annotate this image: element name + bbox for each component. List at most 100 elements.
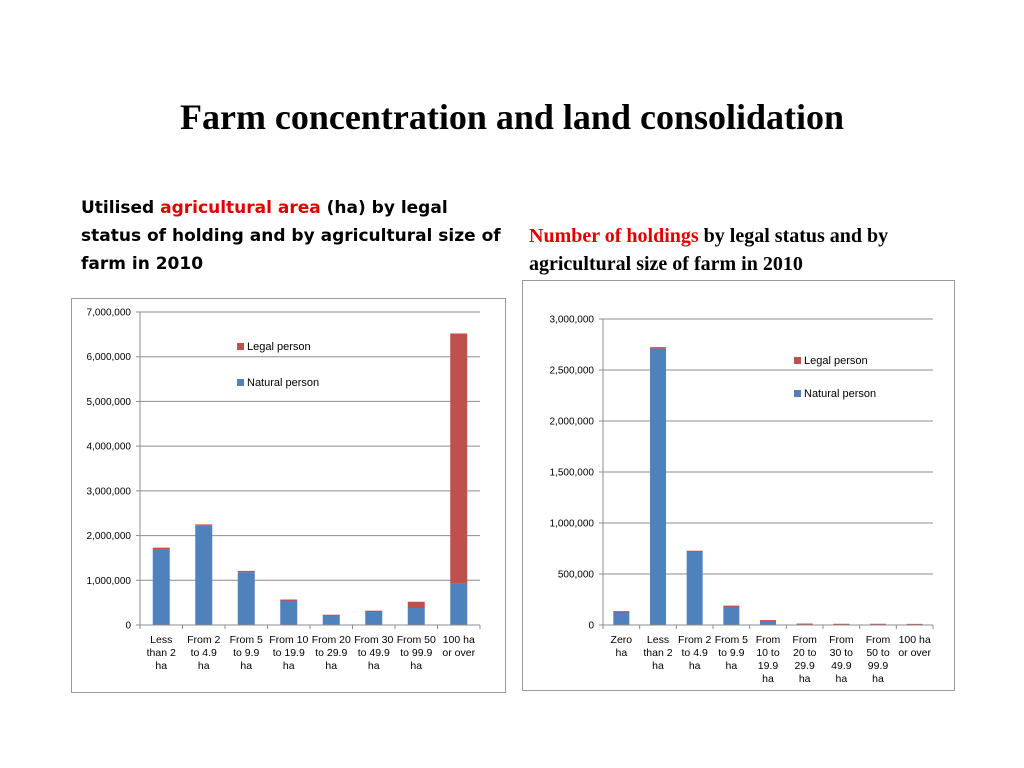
holdings-x-tick-label: Less [647,634,669,646]
holdings-x-tick-label: ha [835,673,847,685]
right-chart-caption: Number of holdings by legal status and b… [529,222,969,278]
agricultural-area-chart: 0 1,000,000 2,000,000 3,000,000 4,000,000 5,0… [71,298,506,693]
holdings-y-tick-label: 1,500,000 [550,468,595,479]
holdings-x-tick-label: to 9.9 [718,647,744,659]
area-bar-natural-person [195,525,213,625]
holdings-y-tick-label: 0 [588,621,594,632]
holdings-x-tick-label: From [829,634,854,646]
holdings-x-tick-label: 30 to [830,647,854,659]
area-x-tick-label: ha [410,660,422,672]
holdings-x-tick-label: ha [689,660,701,672]
holdings-bar-natural-person [723,606,740,625]
number-of-holdings-chart: 0 500,000 1,000,000 1,500,000 2,000,000 2,500… [522,280,955,691]
right-caption-suffix: by legal status and by agricultural size… [529,225,889,275]
area-x-tick-label: ha [325,660,337,672]
area-x-tick-label: 100 ha [443,634,475,646]
area-legend-label: Natural person [247,377,319,389]
area-x-tick-label: ha [283,660,295,672]
holdings-bar-legal-person [833,623,850,625]
area-x-tick-label: From 2 [187,634,220,646]
holdings-x-tick-label: 20 to [793,647,817,659]
area-bar-natural-person [280,600,298,625]
holdings-bar-legal-person [906,623,923,626]
left-caption-suffix: (ha) by legal status of holding and by a… [81,198,501,274]
area-y-tick-label: 4,000,000 [87,442,132,453]
holdings-bar-legal-person [760,620,776,622]
area-x-tick-label: ha [240,660,252,672]
area-bar-natural-person [152,549,170,625]
area-x-tick-label: From 20 [312,634,351,646]
area-bar-legal-person [195,524,213,526]
holdings-x-tick-label: 100 ha [899,634,931,646]
holdings-bar-legal-person [870,623,886,625]
area-x-tick-label: to 99.9 [400,647,432,659]
holdings-x-tick-label: 50 to [866,647,890,659]
area-legend-swatch [237,343,244,350]
holdings-x-tick-label: ha [725,660,737,672]
area-bar-legal-person [407,601,425,609]
area-bar-legal-person [152,547,170,550]
area-y-tick-label: 7,000,000 [87,308,132,319]
area-x-tick-label: or over [442,647,475,659]
left-chart-caption: Utilised agricultural area (ha) by legal… [81,194,501,278]
area-bar-natural-person [322,615,340,625]
area-bar-natural-person [407,608,425,625]
area-legend-label: Legal person [247,341,311,353]
holdings-bar-legal-person [613,611,630,613]
holdings-x-tick-label: 19.9 [758,660,779,672]
holdings-x-tick-label: From [756,634,781,646]
holdings-x-tick-label: From 5 [715,634,748,646]
right-caption-highlight: Number of holdings [529,225,699,247]
holdings-legend-swatch [794,390,801,397]
area-x-tick-label: than 2 [147,647,176,659]
area-y-tick-label: 3,000,000 [87,486,132,497]
holdings-x-tick-label: ha [762,673,774,685]
holdings-x-tick-label: From 2 [678,634,711,646]
holdings-y-tick-label: 3,000,000 [550,315,595,326]
area-x-tick-label: From 10 [269,634,308,646]
holdings-x-tick-label: to 4.9 [682,647,708,659]
area-x-tick-label: to 49.9 [358,647,390,659]
holdings-y-tick-label: 2,000,000 [550,417,595,428]
holdings-bar-legal-person [796,623,813,625]
area-bar-natural-person [450,583,468,625]
slide-title: Farm concentration and land consolidatio… [179,97,845,137]
holdings-x-tick-label: 10 to [756,647,780,659]
area-x-tick-label: From 5 [230,634,263,646]
area-bar-legal-person [280,599,298,601]
area-y-tick-label: 2,000,000 [87,531,132,542]
area-x-tick-label: to 29.9 [315,647,347,659]
holdings-bar-natural-person [613,611,630,625]
area-bar-natural-person [237,572,255,625]
area-y-tick-label: 0 [125,621,131,632]
left-caption-highlight: agricultural area [160,198,321,218]
area-x-tick-label: to 9.9 [233,647,259,659]
area-bar-legal-person [450,333,468,584]
area-x-tick-label: to 19.9 [273,647,305,659]
area-x-tick-label: ha [368,660,380,672]
holdings-legend-swatch [794,357,801,364]
holdings-bar-legal-person [650,347,666,349]
area-bar-natural-person [365,612,383,625]
area-x-tick-label: Less [150,634,172,646]
agricultural-area-chart-svg: 0 1,000,000 2,000,000 3,000,000 4,000,000 5,0… [87,308,481,672]
holdings-x-tick-label: ha [615,647,627,659]
holdings-y-tick-label: 2,500,000 [550,366,595,377]
area-y-tick-label: 5,000,000 [87,397,132,408]
holdings-bar-natural-person [686,551,703,625]
holdings-x-tick-label: 29.9 [794,660,815,672]
holdings-x-tick-label: ha [652,660,664,672]
area-x-tick-label: From 50 [397,634,436,646]
left-caption-prefix: Utilised [81,198,161,218]
area-legend-swatch [237,379,244,386]
holdings-y-tick-label: 1,000,000 [550,519,595,530]
holdings-x-tick-label: From [792,634,817,646]
number-of-holdings-chart-svg: 0 500,000 1,000,000 1,500,000 2,000,000 2,500… [550,315,934,685]
area-x-tick-label: ha [198,660,210,672]
holdings-x-tick-label: than 2 [643,647,672,659]
area-x-tick-label: ha [155,660,167,672]
holdings-x-tick-label: ha [799,673,811,685]
holdings-legend-label: Natural person [804,388,876,400]
holdings-x-tick-label: 49.9 [831,660,852,672]
area-bar-legal-person [322,614,340,616]
